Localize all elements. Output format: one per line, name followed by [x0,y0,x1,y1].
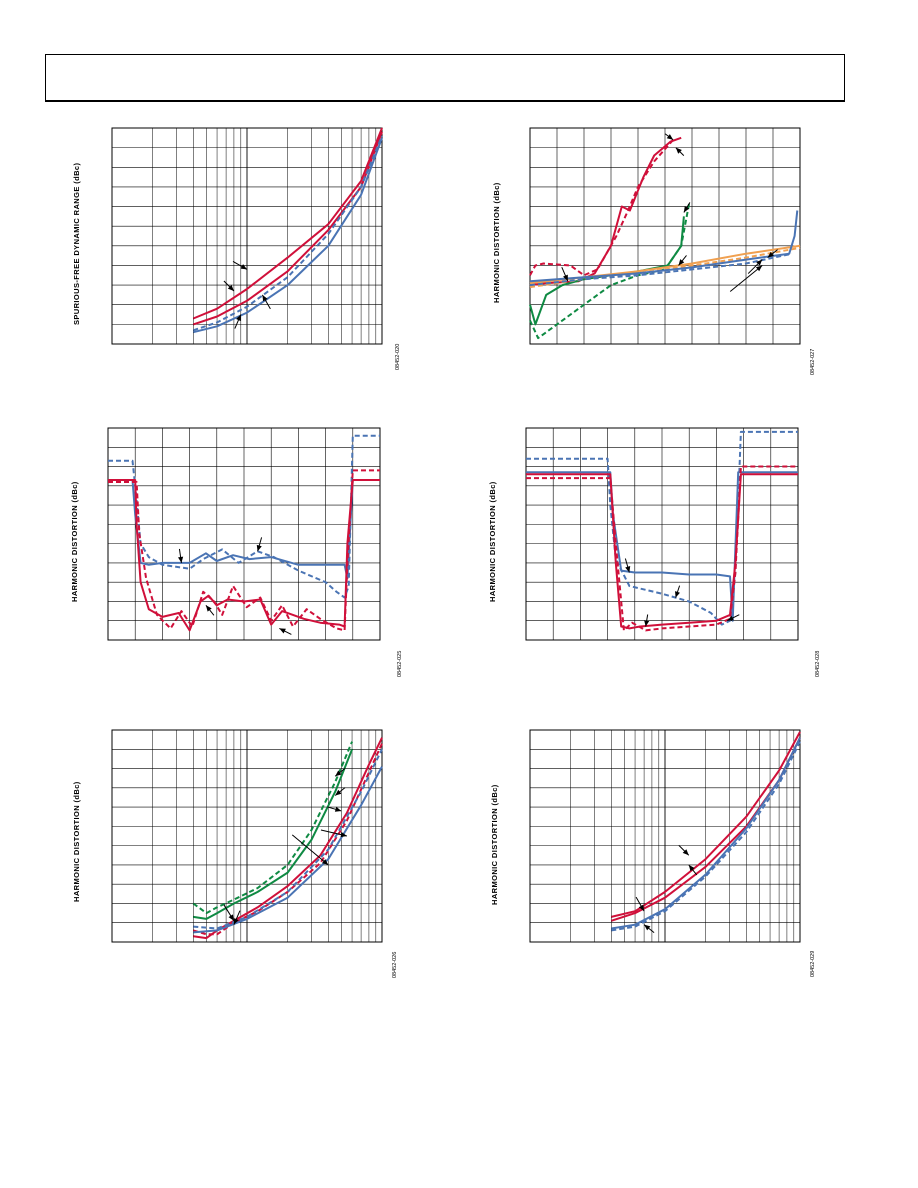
chart-svg-1 [111,127,383,345]
annotation-arrow [205,604,215,616]
annotation-arrow [178,548,184,563]
series-line-4 [193,137,383,334]
chart-panel-2: HARMONIC DISTORTION (dBc) 08452-027 [488,120,888,380]
chart-panel-1: SPURIOUS-FREE DYNAMIC RANGE (dBc) 08452-… [70,120,470,380]
annotation-arrow [727,614,740,622]
annotation-arrow [233,910,241,925]
figure-id-4: 08452-028 [815,650,821,677]
annotation-arrow [729,265,763,292]
annotation-arrow [664,133,674,141]
chart-svg-6 [529,729,801,943]
figure-id-3: 08452-025 [397,650,403,677]
grid [530,128,800,344]
series-line-6 [193,748,383,930]
figure-id-2: 08452-027 [810,348,816,375]
series-line-2 [192,741,354,915]
series-line-4 [529,202,691,340]
annotation-arrow [256,537,263,552]
annotation-arrow [334,787,346,796]
figure-id-6: 08452-029 [810,950,816,977]
series-line-5 [193,766,383,934]
chart-svg-4 [525,427,799,641]
grid [526,428,798,640]
chart-svg-5 [111,729,383,943]
page-header-box [45,54,845,102]
annotation-arrow [279,627,292,635]
series-line-4 [108,469,380,632]
annotation-arrow [334,767,346,777]
y-axis-label-4: HARMONIC DISTORTION (dBc) [488,481,497,602]
plot-frame [111,127,383,345]
series-line-2 [529,139,674,277]
y-axis-label-1: SPURIOUS-FREE DYNAMIC RANGE (dBc) [72,162,81,325]
annotation-arrow [561,266,569,282]
y-axis-label-2: HARMONIC DISTORTION (dBc) [492,182,501,303]
annotation-arrow [675,585,681,598]
annotation-arrow [675,147,685,156]
annotation-arrow [688,864,698,876]
series-line-3 [108,479,380,632]
plot-frame [525,427,799,641]
annotation-arrow [320,829,348,838]
annotation-arrow [234,314,242,329]
y-axis-label-3: HARMONIC DISTORTION (dBc) [70,481,79,602]
annotation-arrow [767,249,778,258]
series-line-4 [611,741,801,932]
chart-panel-3: HARMONIC DISTORTION (dBc) 08452-025 [70,420,470,680]
chart-panel-6: HARMONIC DISTORTION (dBc) 08452-029 [488,720,888,980]
annotation-arrow [635,896,645,912]
annotation-arrow [291,834,329,866]
annotation-arrow [327,806,342,812]
annotation-arrow [232,260,248,270]
annotation-arrow [643,924,655,934]
chart-svg-3 [107,427,381,641]
chart-panel-4: HARMONIC DISTORTION (dBc) 08452-028 [488,420,888,680]
series-line-4 [526,465,798,632]
annotation-arrow [683,202,691,213]
series-line-4 [193,743,383,936]
series-line-3 [192,135,383,332]
series-line-3 [611,737,801,930]
series-line-2 [611,731,801,918]
series-line-1 [192,127,383,320]
plot-frame [107,427,381,641]
grid [112,128,382,344]
series-line-1 [193,748,354,920]
figure-id-5: 08452-026 [392,951,398,978]
series-line-7 [529,210,799,283]
annotation-arrow [747,259,763,274]
series-line-1 [529,136,682,287]
annotation-arrow [223,904,235,922]
chart-svg-2 [529,127,801,345]
plot-frame [529,729,801,943]
annotation-arrow [644,614,650,627]
annotation-arrow [261,294,271,310]
plot-frame [111,729,383,943]
series-line-3 [526,473,798,630]
plot-frame [529,127,801,345]
annotation-arrow [678,255,687,266]
annotation-arrow [624,558,631,573]
chart-panel-5: HARMONIC DISTORTION (dBc) 08452-026 [70,720,470,980]
y-axis-label-6: HARMONIC DISTORTION (dBc) [490,784,499,905]
series-line-8 [529,252,793,287]
figure-id-1: 08452-020 [395,343,401,370]
y-axis-label-5: HARMONIC DISTORTION (dBc) [72,781,81,902]
annotation-arrow [678,844,690,856]
annotation-arrow [223,280,235,292]
